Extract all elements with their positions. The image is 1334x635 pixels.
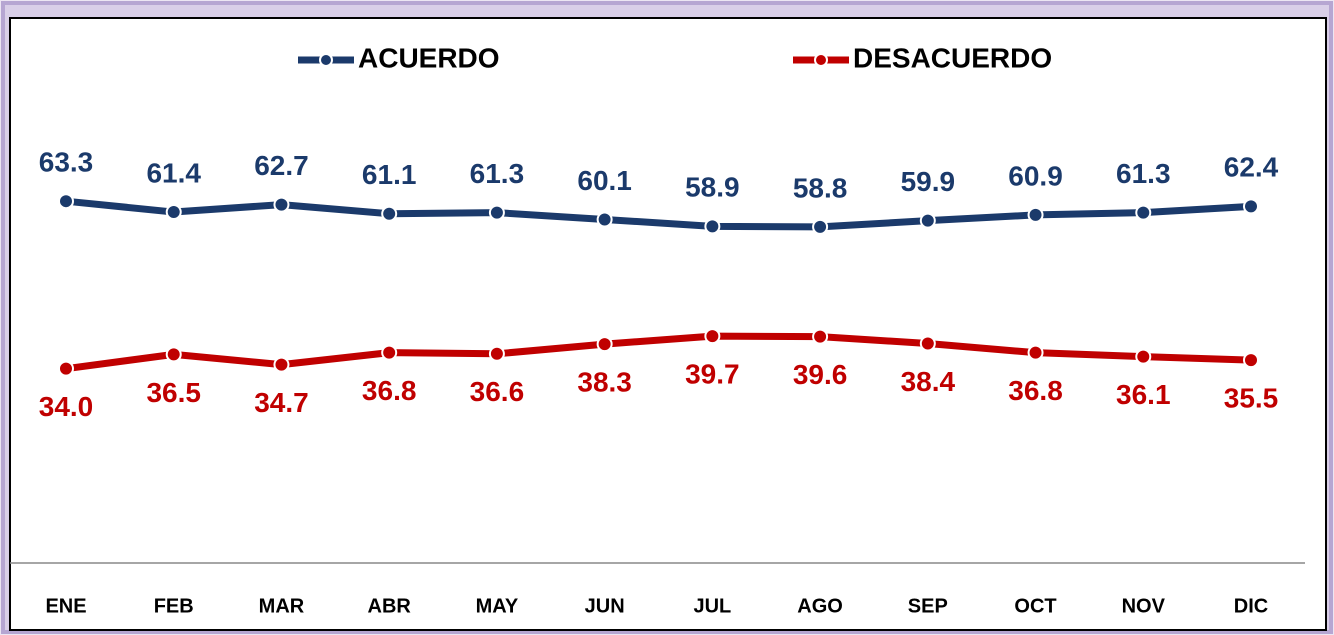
point bbox=[488, 345, 505, 362]
data-label: 38.4 bbox=[901, 366, 956, 397]
data-label: 62.4 bbox=[1224, 152, 1279, 183]
data-label: 35.5 bbox=[1224, 382, 1279, 413]
data-label: 36.8 bbox=[362, 375, 417, 406]
point bbox=[273, 196, 290, 213]
plot-box bbox=[9, 17, 1327, 631]
data-label: 61.3 bbox=[1116, 158, 1171, 189]
data-label: 60.9 bbox=[1008, 160, 1063, 191]
x-tick-label: NOV bbox=[1122, 595, 1166, 617]
x-tick-label: MAR bbox=[259, 595, 305, 617]
legend-marker bbox=[319, 53, 333, 67]
data-label: 61.4 bbox=[146, 157, 201, 188]
x-tick-label: ABR bbox=[368, 595, 412, 617]
point bbox=[919, 335, 936, 352]
point bbox=[1135, 204, 1152, 221]
data-label: 39.7 bbox=[685, 358, 740, 389]
data-label: 39.6 bbox=[793, 359, 848, 390]
data-label: 34.0 bbox=[39, 391, 94, 422]
point bbox=[488, 204, 505, 221]
point bbox=[58, 360, 74, 377]
point bbox=[1027, 344, 1044, 361]
point bbox=[1243, 198, 1259, 215]
point bbox=[165, 204, 182, 221]
point bbox=[596, 211, 613, 228]
point bbox=[812, 218, 829, 235]
data-label: 36.5 bbox=[146, 377, 201, 408]
point bbox=[381, 205, 398, 222]
point bbox=[165, 346, 182, 363]
data-label: 36.6 bbox=[470, 376, 525, 407]
data-label: 34.7 bbox=[254, 387, 309, 418]
x-tick-label: MAY bbox=[476, 595, 519, 617]
legend-label: ACUERDO bbox=[358, 42, 500, 73]
point bbox=[58, 193, 74, 210]
point bbox=[919, 212, 936, 229]
point bbox=[273, 356, 290, 373]
x-tick-label: DIC bbox=[1234, 595, 1268, 617]
point bbox=[1027, 206, 1044, 223]
point bbox=[1243, 352, 1259, 369]
x-tick-label: OCT bbox=[1014, 595, 1056, 617]
data-label: 63.3 bbox=[39, 147, 94, 178]
legend-marker bbox=[814, 53, 828, 67]
point bbox=[381, 344, 398, 361]
x-tick-label: JUN bbox=[585, 595, 625, 617]
data-label: 60.1 bbox=[577, 165, 632, 196]
series-line bbox=[65, 332, 1252, 373]
data-label: 36.8 bbox=[1008, 375, 1063, 406]
series-line bbox=[65, 197, 1252, 231]
point bbox=[704, 328, 721, 345]
data-label: 61.3 bbox=[470, 158, 525, 189]
legend-label: DESACUERDO bbox=[853, 42, 1052, 73]
data-label: 36.1 bbox=[1116, 379, 1171, 410]
data-label: 58.8 bbox=[793, 172, 848, 203]
data-label: 38.3 bbox=[577, 366, 632, 397]
data-label: 58.9 bbox=[685, 172, 740, 203]
x-tick-label: SEP bbox=[908, 595, 948, 617]
x-tick-label: ENE bbox=[45, 595, 86, 617]
point bbox=[812, 328, 829, 345]
point bbox=[596, 336, 613, 353]
x-tick-label: FEB bbox=[154, 595, 194, 617]
x-tick-label: JUL bbox=[693, 595, 731, 617]
data-label: 59.9 bbox=[901, 166, 956, 197]
data-label: 62.7 bbox=[254, 150, 309, 181]
x-tick-label: AGO bbox=[797, 595, 843, 617]
point bbox=[704, 218, 721, 235]
data-label: 61.1 bbox=[362, 159, 417, 190]
point bbox=[1135, 348, 1152, 365]
